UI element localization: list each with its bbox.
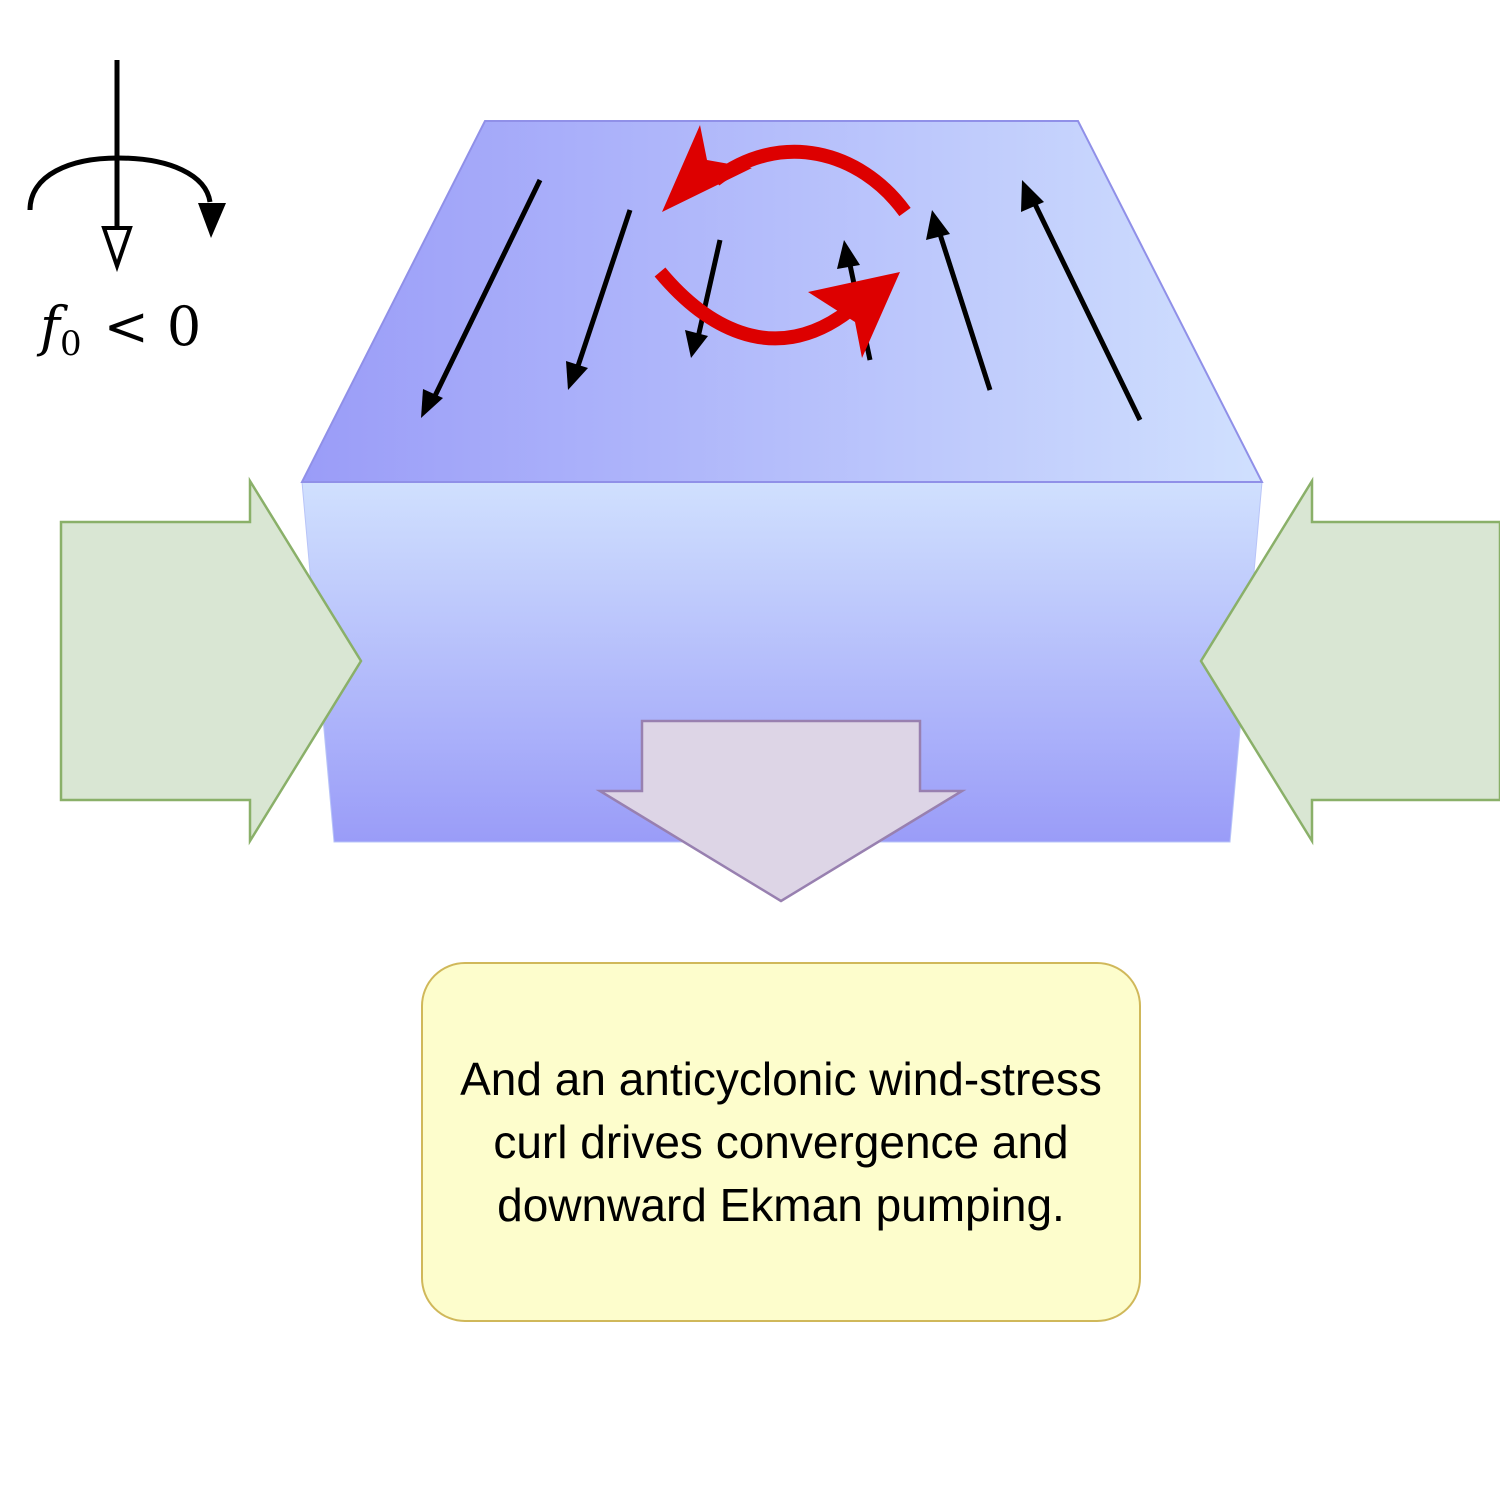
ocean-block-top-face <box>300 120 1264 483</box>
clockwise-rotation-icon <box>27 155 226 238</box>
coriolis-subscript: 0 <box>60 324 82 364</box>
caption-box: And an anticyclonic wind-stress curl dri… <box>421 962 1141 1322</box>
wind-arrow <box>421 178 543 418</box>
wind-arrow <box>926 210 993 391</box>
coriolis-relation: < <box>103 295 149 358</box>
wind-arrow <box>1021 180 1143 422</box>
wind-arrow <box>566 209 633 390</box>
convergence-arrow-icon <box>59 476 1500 846</box>
rotation-axis-icon <box>101 60 133 273</box>
anticyclonic-curl-icon <box>654 125 911 358</box>
right-convergence-arrow <box>1199 476 1500 846</box>
coriolis-value: 0 <box>166 295 202 358</box>
wind-arrow <box>685 239 723 358</box>
caption-text: And an anticyclonic wind-stress curl dri… <box>460 1052 1102 1231</box>
coriolis-symbol: f <box>40 295 60 358</box>
downward-ekman-pumping-arrow-icon <box>595 719 967 903</box>
coriolis-parameter-label: f0 <0 <box>40 295 201 364</box>
left-convergence-arrow <box>59 476 363 846</box>
